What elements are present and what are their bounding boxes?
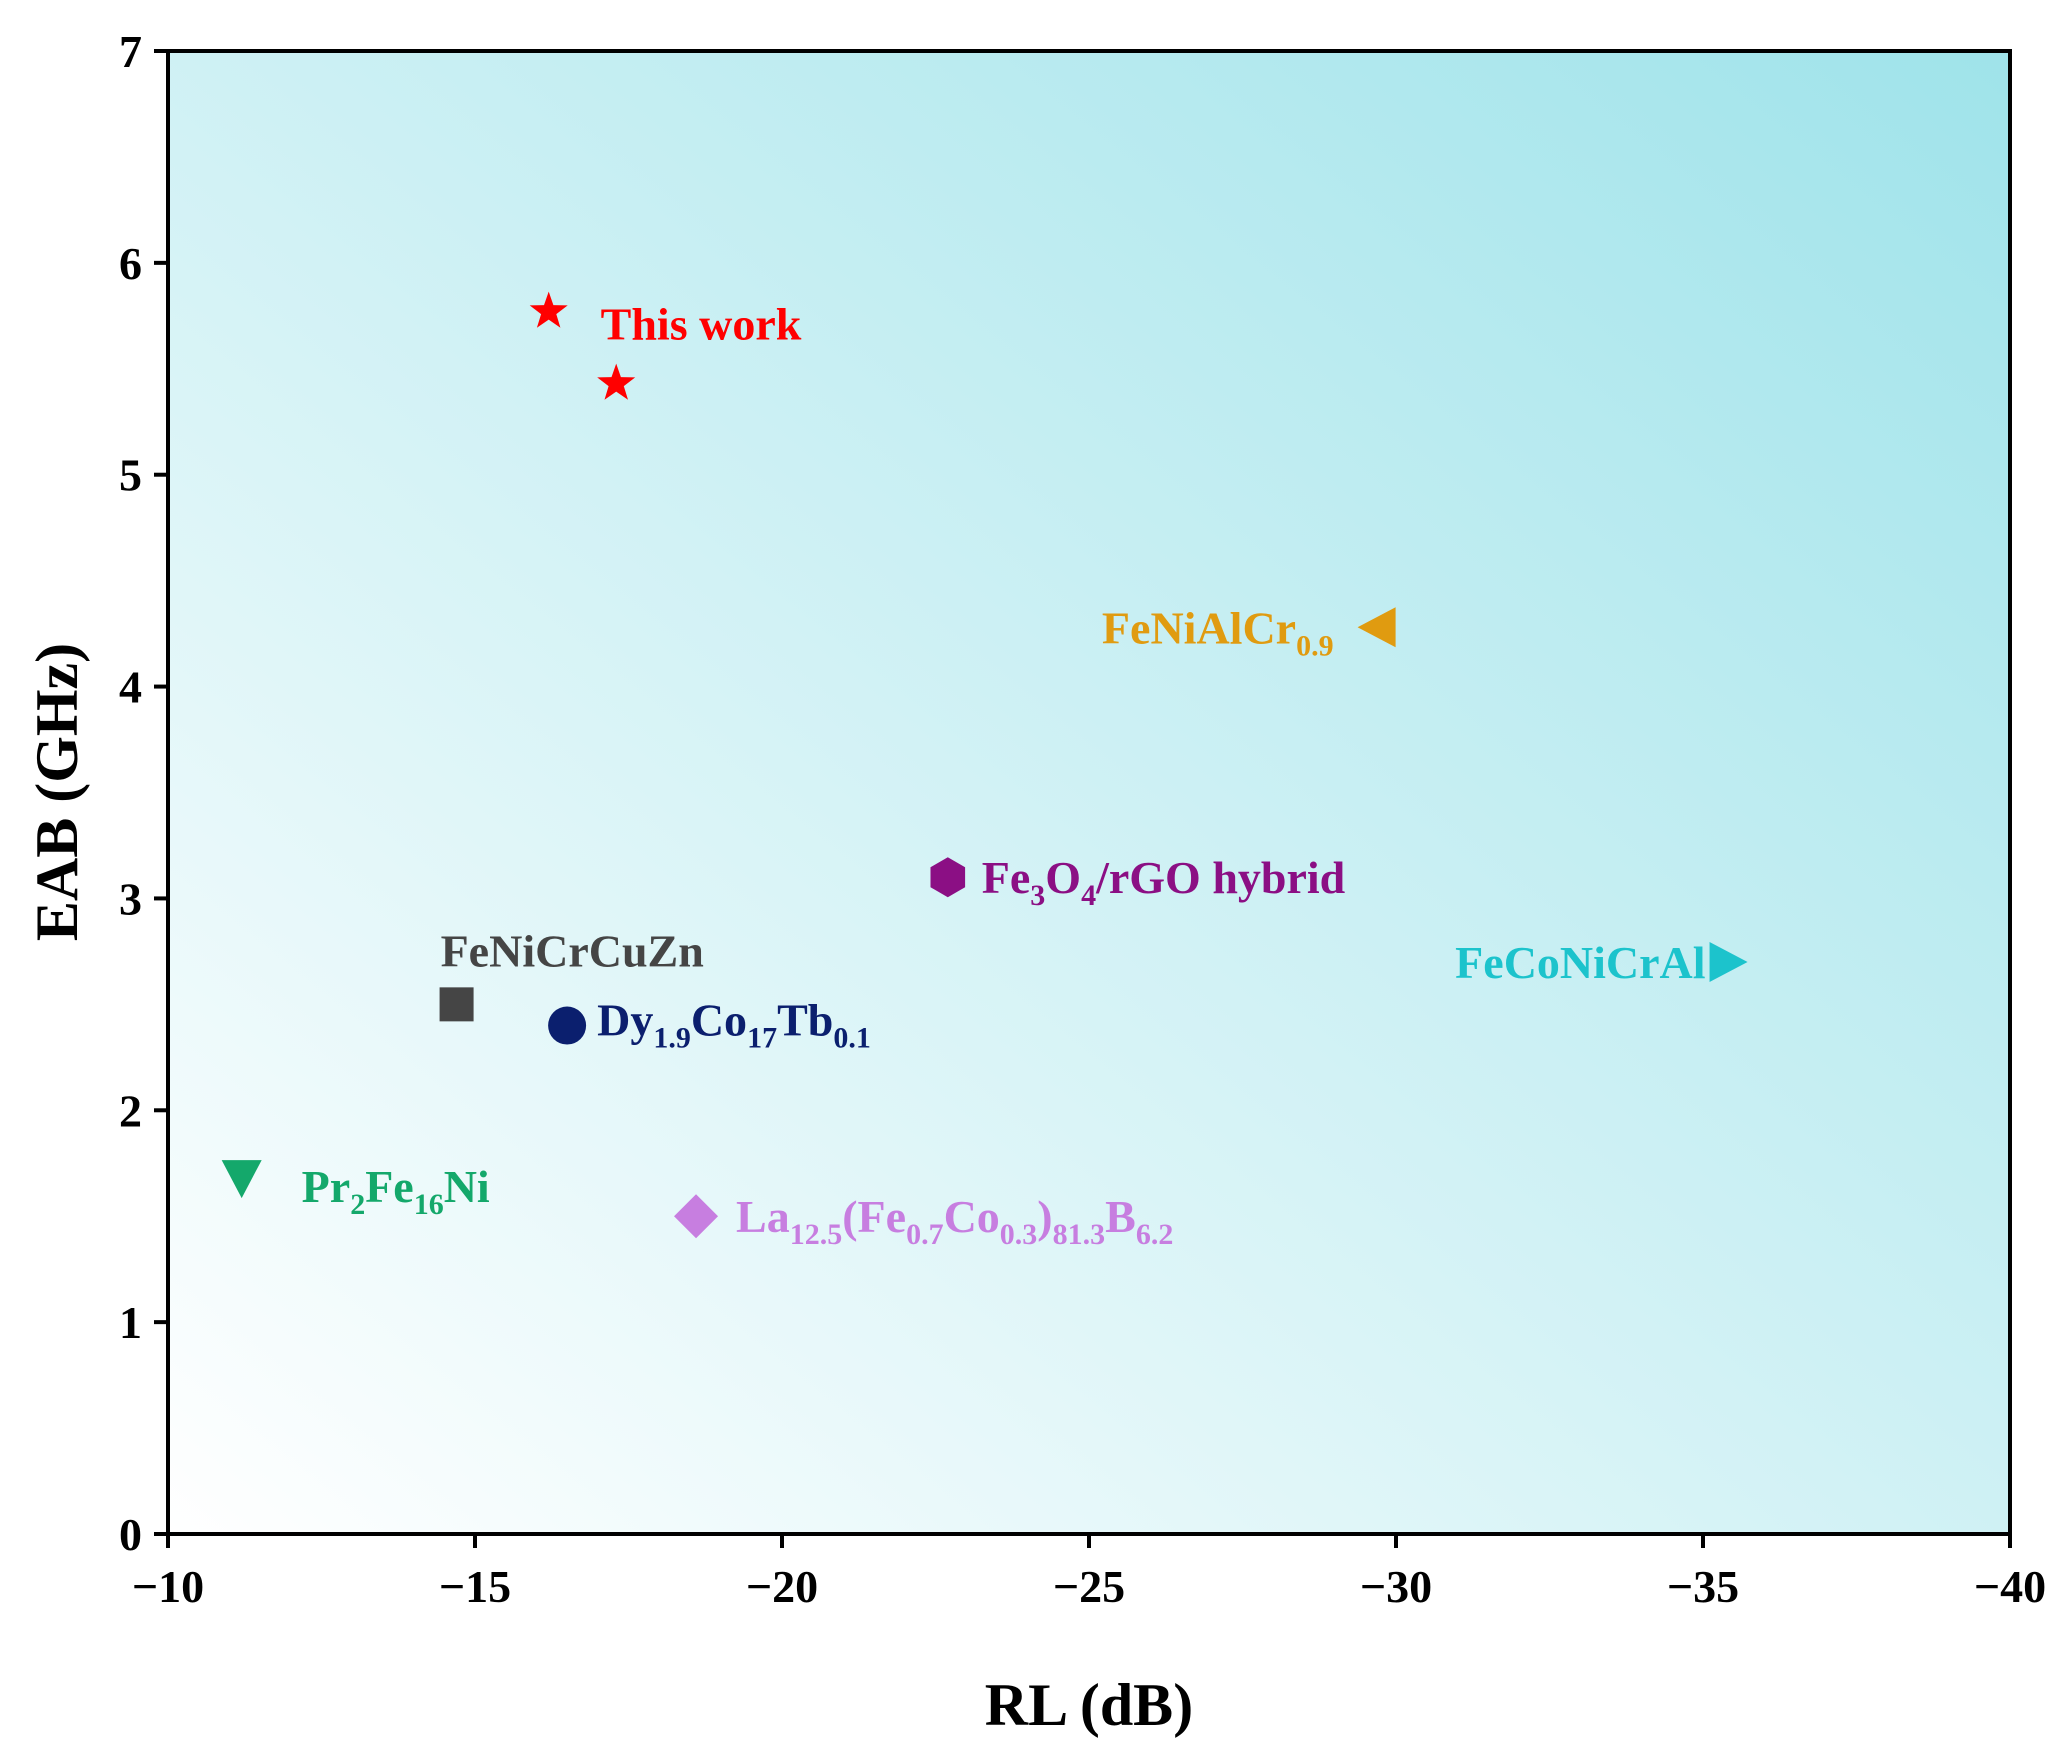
data-marks: [221, 291, 1748, 1239]
y-tick-label: 0: [119, 1509, 142, 1560]
x-tick-label: −10: [132, 1561, 204, 1612]
label-subscript: 0.3: [1000, 1218, 1038, 1251]
label-subscript: 4: [1081, 879, 1096, 912]
label-subscript: 0.9: [1296, 629, 1334, 662]
x-axis-ticks: −10 −15 −20 −25 −30 −35 −40: [132, 1534, 2046, 1612]
y-tick-label: 6: [119, 238, 142, 289]
label-text: Fe: [365, 1161, 414, 1212]
label-subscript: 12.5: [790, 1218, 843, 1251]
y-tick-label: 3: [119, 873, 142, 924]
label-text: FeNiCrCuZn: [441, 925, 704, 976]
label-subscript: 2: [350, 1188, 365, 1221]
data-point-triangle-right: [1709, 941, 1748, 982]
x-tick-label: −15: [439, 1561, 511, 1612]
series-label: This work: [601, 299, 802, 350]
label-subscript: 17: [747, 1022, 777, 1055]
data-point-circle: [548, 1006, 587, 1045]
series-label: Dy1.9Co17Tb0.1: [597, 995, 871, 1055]
y-tick-label: 4: [119, 662, 142, 713]
label-text: Tb: [777, 995, 833, 1046]
label-text: This work: [601, 299, 802, 350]
label-text: Fe: [982, 852, 1031, 903]
data-point-star: [597, 363, 636, 400]
label-text: Ni: [444, 1161, 490, 1212]
label-text: FeCoNiCrAl: [1455, 937, 1705, 988]
x-tick-label: −20: [746, 1561, 818, 1612]
y-tick-label: 7: [119, 26, 142, 77]
x-tick-label: −40: [1974, 1561, 2046, 1612]
label-text: /rGO hybrid: [1095, 852, 1346, 903]
label-text: B: [1105, 1191, 1136, 1242]
label-text: Pr: [302, 1161, 351, 1212]
series-label: Pr2Fe16Ni: [302, 1161, 490, 1221]
series-label: FeNiCrCuZn: [441, 925, 704, 976]
label-text: FeNiAlCr: [1102, 602, 1296, 653]
label-text: La: [736, 1191, 790, 1242]
label-text: Co: [944, 1191, 1000, 1242]
data-point-triangle-down: [221, 1160, 262, 1199]
label-text: ): [1037, 1191, 1052, 1242]
y-tick-label: 2: [119, 1085, 142, 1136]
data-point-hexagon: [930, 857, 966, 898]
label-subscript: 0.7: [906, 1218, 944, 1251]
series-label: Fe3O4/rGO hybrid: [982, 852, 1346, 912]
label-subscript: 6.2: [1136, 1218, 1174, 1251]
y-tick-label: 5: [119, 450, 142, 501]
y-tick-label: 1: [119, 1297, 142, 1348]
label-subscript: 16: [414, 1188, 444, 1221]
label-subscript: 0.1: [833, 1022, 871, 1055]
series-label: FeCoNiCrAl: [1455, 937, 1705, 988]
y-axis-ticks: 0 1 2 3 4 5 6 7: [119, 26, 168, 1560]
label-text: O: [1045, 852, 1081, 903]
series-label: La12.5(Fe0.7Co0.3)81.3B6.2: [736, 1191, 1173, 1251]
x-tick-label: −30: [1360, 1561, 1432, 1612]
label-subscript: 1.9: [653, 1022, 691, 1055]
label-subscript: 3: [1030, 879, 1045, 912]
data-point-triangle-left: [1357, 607, 1396, 648]
x-tick-label: −35: [1667, 1561, 1739, 1612]
data-point-diamond: [674, 1194, 719, 1239]
label-subscript: 81.3: [1053, 1218, 1106, 1251]
plot-background: [168, 51, 2010, 1534]
label-text: Co: [691, 995, 747, 1046]
series-label: FeNiAlCr0.9: [1102, 602, 1334, 662]
x-axis-title: RL (dB): [985, 1672, 1193, 1738]
label-text: Dy: [597, 995, 653, 1046]
y-axis-title: EAB (GHz): [24, 643, 90, 941]
data-point-star: [529, 291, 568, 328]
data-point-square: [439, 987, 474, 1022]
label-text: (Fe: [842, 1191, 906, 1242]
x-tick-label: −25: [1053, 1561, 1125, 1612]
